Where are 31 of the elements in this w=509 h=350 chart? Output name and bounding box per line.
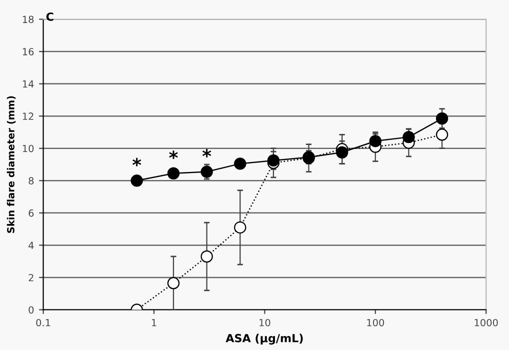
point: [167, 277, 180, 290]
point: [267, 154, 280, 167]
y-tick-label: 18: [22, 16, 34, 24]
point: [436, 112, 448, 125]
point: [436, 128, 448, 141]
point: [167, 167, 180, 180]
y-tick-label: 6: [28, 209, 34, 217]
y-axis-title: Skin flare diameter (mm): [6, 96, 16, 233]
x-axis-title: ASA (μg/mL): [226, 334, 303, 345]
y-tick-label: 10: [22, 144, 34, 152]
x-tick-label: 1: [152, 319, 156, 326]
y-tick-label: 8: [28, 177, 34, 184]
point: [234, 158, 246, 170]
x-tick-label: 0.1: [36, 318, 50, 326]
y-tick-label: 16: [22, 48, 34, 56]
annotation: *: [202, 149, 212, 158]
x-tick-label: 1000: [474, 318, 498, 326]
annotation: *: [132, 158, 142, 166]
y-tick-label: 2: [28, 274, 34, 282]
y-tick-label: 4: [28, 242, 34, 249]
y-tick-label: 14: [22, 80, 34, 88]
point: [336, 146, 348, 159]
point: [200, 250, 213, 263]
chart-title: C: [46, 12, 54, 21]
x-tick-label: 10: [260, 318, 270, 326]
point: [234, 221, 246, 234]
annotation: *: [169, 150, 178, 160]
y-tick-label: 0: [28, 306, 34, 314]
x-tick-label: 100: [367, 318, 384, 326]
point: [200, 166, 213, 178]
y-tick-label: 12: [22, 112, 34, 120]
